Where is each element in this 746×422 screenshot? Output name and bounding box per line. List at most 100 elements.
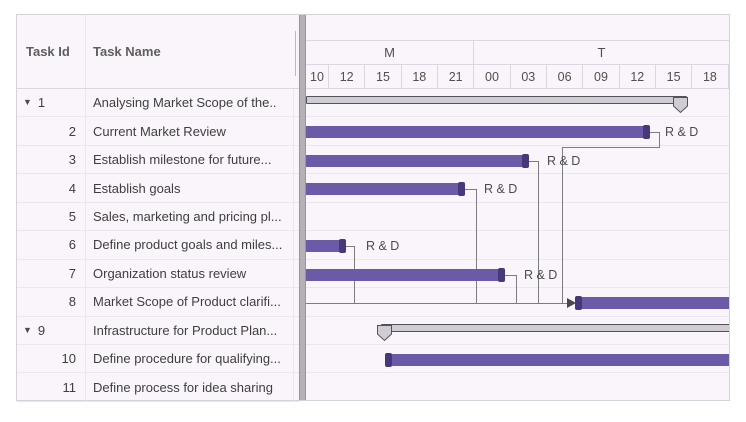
taskbar-end-cap[interactable] bbox=[385, 353, 392, 368]
collapse-icon[interactable]: ▼ bbox=[23, 324, 32, 335]
task-name-value: Sales, marketing and pricing pl... bbox=[93, 208, 282, 224]
task-id-cell: 7 bbox=[17, 259, 86, 288]
taskbar[interactable] bbox=[306, 182, 465, 197]
taskbar-end-cap[interactable] bbox=[498, 267, 505, 282]
task-id-cell: 2 bbox=[17, 117, 86, 145]
dependency-line bbox=[306, 303, 568, 304]
task-id-value: 2 bbox=[68, 123, 76, 139]
dependency-line bbox=[528, 161, 539, 162]
timeline-hour-cell: 21 bbox=[438, 65, 475, 88]
taskbar-resource-label: R & D bbox=[524, 267, 558, 282]
task-name-value: Define process for idea sharing bbox=[93, 379, 273, 395]
task-id-value: 11 bbox=[62, 379, 77, 395]
collapse-icon[interactable]: ▼ bbox=[23, 97, 32, 108]
taskbar-end-cap[interactable] bbox=[522, 153, 529, 168]
dependency-line bbox=[516, 275, 517, 304]
table-row[interactable]: 8 Market Scope of Product clarifi... bbox=[17, 288, 299, 317]
taskbar[interactable] bbox=[306, 125, 650, 140]
taskbar[interactable] bbox=[575, 296, 729, 311]
chart-row bbox=[306, 260, 729, 289]
taskbar[interactable] bbox=[385, 353, 729, 368]
grid-header-cell-task-id[interactable]: Task Id bbox=[17, 15, 86, 88]
task-name-cell: Establish goals bbox=[86, 174, 294, 202]
splitter[interactable] bbox=[299, 15, 306, 400]
table-row[interactable]: 10 Define procedure for qualifying... bbox=[17, 344, 299, 374]
chart-row bbox=[306, 174, 729, 203]
table-row[interactable]: ▼ 1 Analysing Market Scope of the.. bbox=[17, 89, 299, 118]
timeline-hour-cell: 09 bbox=[583, 65, 620, 88]
timeline-hour-tier: 10 12 15 18 21 00 03 06 09 12 15 18 bbox=[306, 65, 729, 89]
task-name-value: Establish goals bbox=[93, 180, 181, 196]
parent-taskbar[interactable] bbox=[306, 96, 687, 104]
task-name-cell: Define process for idea sharing bbox=[86, 373, 294, 401]
task-id-cell: 3 bbox=[17, 145, 86, 174]
table-row[interactable]: 5 Sales, marketing and pricing pl... bbox=[17, 202, 299, 232]
task-id-cell: 4 bbox=[17, 174, 86, 202]
taskbar[interactable] bbox=[306, 153, 529, 168]
task-id-value: 3 bbox=[68, 152, 76, 168]
task-id-value: 6 bbox=[68, 237, 76, 253]
dependency-line bbox=[504, 275, 517, 276]
task-name-cell: Market Scope of Product clarifi... bbox=[86, 288, 294, 316]
task-id-value: 9 bbox=[37, 322, 46, 338]
taskbar-end-cap[interactable] bbox=[575, 296, 582, 311]
dependency-line bbox=[562, 147, 660, 148]
gantt-widget: Task Id Task Name ▼ 1 Analysing Market Sco… bbox=[16, 14, 730, 402]
task-id-value: 1 bbox=[37, 95, 46, 111]
task-id-value: 8 bbox=[68, 294, 76, 310]
timeline-day-cell: T bbox=[474, 41, 729, 64]
parent-end-arrow-icon bbox=[376, 324, 393, 347]
chart-row bbox=[306, 345, 729, 374]
taskbar-end-cap[interactable] bbox=[643, 125, 650, 140]
dependency-line bbox=[562, 147, 563, 304]
taskbar-resource-label: R & D bbox=[665, 125, 699, 140]
chart-row bbox=[306, 317, 729, 345]
timeline-hour-cell: 06 bbox=[547, 65, 584, 88]
table-row[interactable]: ▼ 9 Infrastructure for Product Plan... bbox=[17, 316, 299, 345]
task-name-cell: Organization status review bbox=[86, 259, 294, 288]
task-name-value: Market Scope of Product clarifi... bbox=[93, 294, 281, 310]
dependency-line bbox=[649, 132, 660, 133]
chart-row bbox=[306, 231, 729, 260]
grid-header: Task Id Task Name bbox=[17, 15, 299, 89]
chart-row bbox=[306, 117, 729, 146]
task-name-cell: Analysing Market Scope of the.. bbox=[86, 89, 294, 117]
task-name-cell: Define procedure for qualifying... bbox=[86, 344, 294, 373]
timeline-hour-cell: 15 bbox=[365, 65, 402, 88]
taskbar-resource-label: R & D bbox=[547, 153, 581, 168]
timeline-hour-cell: 12 bbox=[620, 65, 656, 88]
task-id-cell: ▼ 9 bbox=[17, 316, 86, 344]
timeline-day-cell: M bbox=[306, 41, 474, 64]
table-row[interactable]: 3 Establish milestone for future... bbox=[17, 145, 299, 175]
table-row[interactable]: 6 Define product goals and miles... bbox=[17, 231, 299, 260]
taskbar[interactable] bbox=[306, 267, 505, 282]
table-row[interactable]: 4 Establish goals bbox=[17, 174, 299, 203]
task-id-value: 5 bbox=[68, 208, 76, 224]
task-name-value: Organization status review bbox=[93, 265, 247, 281]
taskbar-end-cap[interactable] bbox=[458, 182, 465, 197]
task-id-cell: ▼ 1 bbox=[17, 89, 86, 117]
timeline-hour-cell: 03 bbox=[511, 65, 547, 88]
dependency-line bbox=[464, 189, 477, 190]
task-id-value: 10 bbox=[61, 351, 76, 367]
task-name-cell: Current Market Review bbox=[86, 117, 294, 145]
parent-taskbar[interactable] bbox=[381, 323, 729, 332]
taskbar-end-cap[interactable] bbox=[339, 239, 346, 254]
task-name-value: Define procedure for qualifying... bbox=[93, 351, 281, 367]
dependency-line bbox=[476, 189, 477, 304]
chart-overlay-layer: R & D R & D R & D R & D R & D bbox=[306, 89, 729, 400]
table-row[interactable]: 2 Current Market Review bbox=[17, 117, 299, 146]
task-name-cell: Establish milestone for future... bbox=[86, 145, 294, 174]
task-id-cell: 5 bbox=[17, 202, 86, 231]
table-row[interactable]: 7 Organization status review bbox=[17, 259, 299, 289]
dependency-line bbox=[538, 161, 539, 304]
task-name-value: Current Market Review bbox=[93, 123, 226, 139]
table-row[interactable]: 11 Define process for idea sharing bbox=[17, 373, 299, 402]
taskbar-resource-label: R & D bbox=[484, 182, 518, 197]
column-resize-handle[interactable] bbox=[295, 31, 296, 76]
timeline-hour-cell: 00 bbox=[474, 65, 511, 88]
grid-header-cell-task-name[interactable]: Task Name bbox=[86, 15, 294, 88]
taskbar[interactable] bbox=[306, 239, 346, 254]
